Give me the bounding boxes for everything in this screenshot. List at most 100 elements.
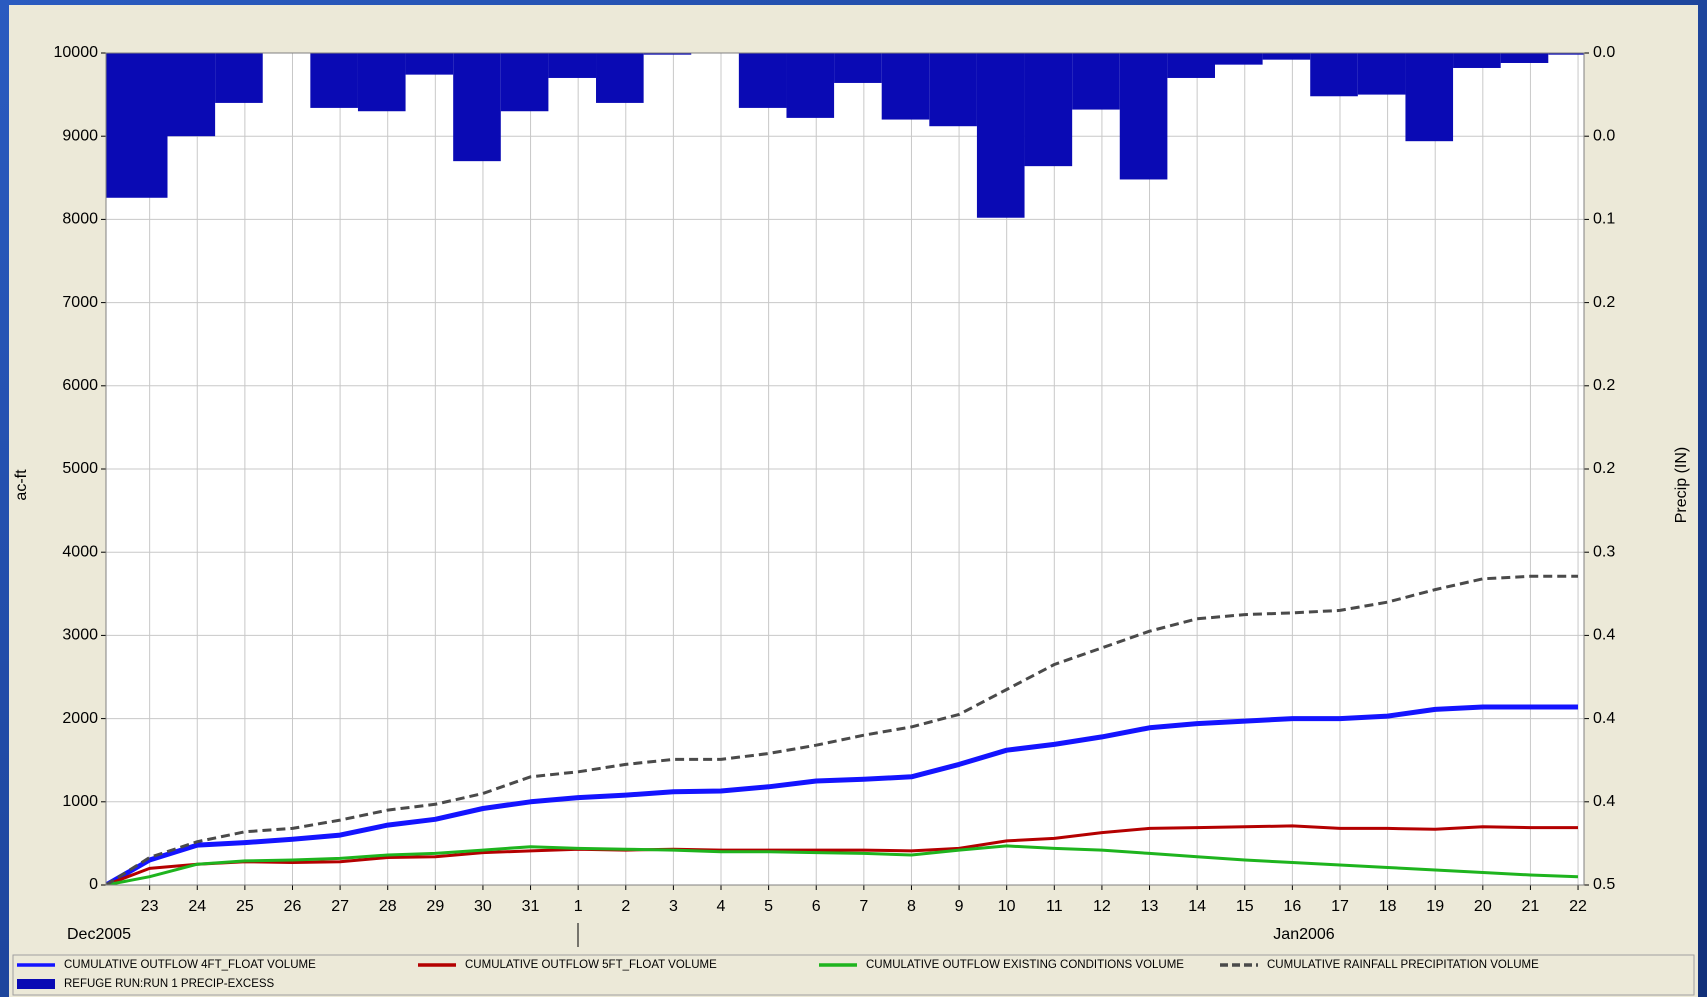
x-tick-label: 10 xyxy=(998,898,1016,915)
y2-tick-label: 0.4 xyxy=(1593,793,1615,810)
series-line xyxy=(106,824,1578,885)
precip-bar xyxy=(106,53,168,198)
precip-bar xyxy=(976,53,1025,218)
precip-bar xyxy=(1405,53,1454,142)
x-tick-label: 28 xyxy=(379,898,397,915)
x-tick-label: 12 xyxy=(1093,898,1111,915)
x-tick-label: 24 xyxy=(188,898,206,915)
x-tick-label: 25 xyxy=(236,898,254,915)
precip-bar xyxy=(881,53,930,120)
y-tick-label: 6000 xyxy=(62,377,98,394)
y2-tick-label: 0.0 xyxy=(1593,44,1615,61)
x-tick-label: 30 xyxy=(474,898,492,915)
x-tick-label: 9 xyxy=(955,898,964,915)
x-tick-label: 21 xyxy=(1522,898,1540,915)
x-tick-label: 27 xyxy=(331,898,349,915)
y2-tick-label: 0.3 xyxy=(1593,543,1615,560)
x-tick-label: 26 xyxy=(284,898,302,915)
precip-bar xyxy=(357,53,406,112)
x-tick-label: 5 xyxy=(764,898,773,915)
legend-label: CUMULATIVE OUTFLOW 4FT_FLOAT VOLUME xyxy=(64,959,316,971)
precip-bar xyxy=(738,53,787,108)
x-tick-label: 15 xyxy=(1236,898,1254,915)
y-tick-label: 3000 xyxy=(62,627,98,644)
precip-bar xyxy=(1119,53,1168,180)
y-tick-label: 2000 xyxy=(62,710,98,727)
y-tick-label: 0 xyxy=(89,876,98,893)
y2-tick-label: 0.5 xyxy=(1593,876,1615,893)
x-tick-label: 31 xyxy=(522,898,540,915)
series-line xyxy=(106,844,1579,885)
precip-bar xyxy=(1214,53,1263,65)
precip-bar xyxy=(215,53,263,103)
precip-bar xyxy=(405,53,454,75)
precip-bar xyxy=(1024,53,1073,167)
precip-bar xyxy=(786,53,835,118)
legend-box xyxy=(12,954,1695,996)
precip-bar xyxy=(643,53,692,55)
precip-bar xyxy=(548,53,597,78)
x-tick-label: 22 xyxy=(1569,898,1587,915)
plot-border xyxy=(105,52,1585,886)
x-tick-label: 14 xyxy=(1188,898,1206,915)
x-tick-label: 20 xyxy=(1474,898,1492,915)
x-tick-label: 7 xyxy=(859,898,868,915)
x-tick-label: 11 xyxy=(1046,898,1063,915)
legend-label: CUMULATIVE RAINFALL PRECIPITATION VOLUME xyxy=(1267,959,1539,971)
x-tick-label: 17 xyxy=(1331,898,1349,915)
legend-swatch xyxy=(17,979,55,989)
y2-tick-label: 0.0 xyxy=(1593,127,1615,144)
precip-bar xyxy=(1453,53,1501,68)
y2-tick-label: 0.4 xyxy=(1593,710,1615,727)
series-line xyxy=(106,574,1578,885)
y-tick-label: 8000 xyxy=(62,211,98,228)
y-tick-label: 7000 xyxy=(62,294,98,311)
precip-bar xyxy=(1167,53,1215,78)
month-label: Jan2006 xyxy=(1273,926,1334,943)
precip-bar xyxy=(1357,53,1406,95)
y-axis-label: ac-ft xyxy=(13,469,30,501)
precip-bar xyxy=(167,53,216,137)
precip-bar xyxy=(834,53,882,83)
x-tick-label: 3 xyxy=(669,898,678,915)
y-tick-label: 9000 xyxy=(62,127,98,144)
x-tick-label: 1 xyxy=(574,898,583,915)
x-tick-label: 19 xyxy=(1426,898,1444,915)
bars xyxy=(106,53,1584,218)
x-tick-label: 18 xyxy=(1379,898,1397,915)
y-tick-label: 5000 xyxy=(62,460,98,477)
legend: CUMULATIVE OUTFLOW 4FT_FLOAT VOLUME CUMUL… xyxy=(17,959,1539,990)
precip-bar xyxy=(596,53,644,103)
x-tick-label: 13 xyxy=(1141,898,1159,915)
precip-bar xyxy=(1310,53,1358,97)
lines xyxy=(106,574,1579,885)
precip-bar xyxy=(1548,53,1584,55)
y-tick-label: 4000 xyxy=(62,543,98,560)
x-tick-label: 4 xyxy=(717,898,726,915)
y2-tick-label: 0.2 xyxy=(1593,460,1615,477)
y2-tick-label: 0.2 xyxy=(1593,294,1615,311)
x-tick-label: 2 xyxy=(621,898,630,915)
x-tick-label: 8 xyxy=(907,898,916,915)
legend-label: CUMULATIVE OUTFLOW 5FT_FLOAT VOLUME xyxy=(465,959,717,971)
x-tick-label: 16 xyxy=(1283,898,1301,915)
y2-tick-label: 0.4 xyxy=(1593,627,1615,644)
legend-label: REFUGE RUN:RUN 1 PRECIP-EXCESS xyxy=(64,978,275,990)
series-line xyxy=(106,704,1578,885)
precip-bar xyxy=(1262,53,1311,60)
y2-tick-label: 0.1 xyxy=(1593,211,1615,228)
precip-bar xyxy=(453,53,501,162)
x-tick-label: 29 xyxy=(426,898,444,915)
precip-bar xyxy=(310,53,358,108)
x-tick-label: 6 xyxy=(812,898,821,915)
legend-label: CUMULATIVE OUTFLOW EXISTING CONDITIONS V… xyxy=(866,959,1184,971)
y2-axis-label: Precip (IN) xyxy=(1673,447,1690,523)
x-tick-label: 23 xyxy=(141,898,159,915)
y-tick-label: 10000 xyxy=(54,44,99,61)
precip-bar xyxy=(1500,53,1549,63)
precip-bar xyxy=(1072,53,1120,110)
y2-tick-label: 0.2 xyxy=(1593,377,1615,394)
y-tick-label: 1000 xyxy=(62,793,98,810)
month-label: Dec2005 xyxy=(67,926,131,943)
